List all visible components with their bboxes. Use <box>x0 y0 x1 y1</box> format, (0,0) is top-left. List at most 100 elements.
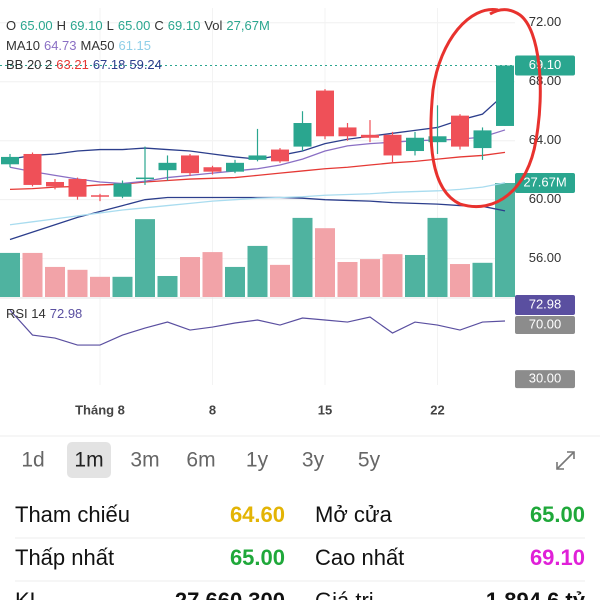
candle-body <box>113 183 132 197</box>
stat-value: 69.10 <box>530 545 585 570</box>
range-button-bg[interactable] <box>67 442 111 478</box>
volume-bar <box>90 276 110 297</box>
range-button[interactable]: 3y <box>302 449 325 472</box>
volume-bar <box>427 217 448 297</box>
candle-body <box>91 195 109 197</box>
candle-body <box>338 127 357 137</box>
legend-row: MA10 64.73 MA50 61.15 <box>6 38 151 53</box>
volume-bar <box>405 254 425 297</box>
candle-body <box>1 156 19 165</box>
stat-label: Cao nhất <box>315 545 404 570</box>
range-button[interactable]: 3m <box>130 449 159 472</box>
range-button[interactable]: 1y <box>246 449 269 472</box>
legend-text: 67.18 <box>93 57 126 72</box>
legend-text: L <box>107 18 114 33</box>
volume-bar <box>360 259 380 297</box>
candle-body <box>68 179 87 197</box>
legend-text: O <box>6 18 16 33</box>
rsi-line <box>9 309 506 346</box>
stat-value: 65.00 <box>230 545 285 570</box>
legend-text: 59.24 <box>129 57 162 72</box>
volume-bar <box>202 252 223 297</box>
candle-body <box>316 90 334 137</box>
candle-body <box>158 162 177 171</box>
y-tick-label: 56.00 <box>529 250 562 265</box>
rsi-tick-label: 30.00 <box>529 371 562 386</box>
y-tick-label: 68.00 <box>529 73 562 88</box>
candle-body <box>226 162 244 172</box>
candle-body <box>181 155 199 174</box>
candle-body <box>406 137 424 152</box>
volume-bar <box>495 183 515 297</box>
volume-bar <box>270 264 290 297</box>
x-tick-label: 22 <box>430 402 444 417</box>
legend-text: 65.00 <box>20 18 53 33</box>
volume-bar <box>112 276 133 297</box>
legend-text: MA50 <box>81 38 115 53</box>
legend-text: BB 20 2 <box>6 57 52 72</box>
expand-icon[interactable] <box>556 451 575 470</box>
rsi-tick-tag <box>515 370 575 389</box>
rsi-tag-label: 72.98 <box>529 296 562 311</box>
indicator-line <box>9 182 506 226</box>
range-button[interactable]: 6m <box>186 449 215 472</box>
legend-text: C <box>154 18 163 33</box>
stat-label: Thấp nhất <box>15 545 114 570</box>
legend-text: 61.15 <box>118 38 151 53</box>
volume-bar <box>22 252 43 297</box>
candle-body <box>23 153 42 185</box>
stat-value: 1,894.6 tỷ <box>486 588 586 600</box>
legend-text: RSI 14 <box>6 306 46 321</box>
volume-bar <box>157 275 178 297</box>
range-button[interactable]: 1d <box>21 449 44 472</box>
legend-text: 27,67M <box>226 18 269 33</box>
x-tick-label: 8 <box>209 402 216 417</box>
legend-text: 72.98 <box>50 306 83 321</box>
volume-bar <box>292 217 313 297</box>
stat-label: Mở cửa <box>315 502 393 527</box>
candle-body <box>428 136 447 143</box>
indicator-line <box>9 151 506 191</box>
volume-tag <box>515 173 575 193</box>
y-tick-label: 60.00 <box>529 191 562 206</box>
volume-bar <box>67 269 88 297</box>
candle-body <box>473 130 492 149</box>
candle-body <box>271 149 289 162</box>
volume-bar <box>382 254 403 297</box>
volume-bar <box>247 245 268 297</box>
x-tick-label: Tháng 8 <box>75 402 125 417</box>
volume-tag-label: 27.67M <box>523 174 566 189</box>
price-tag-label: 69.10 <box>529 57 562 72</box>
candle-body <box>361 134 379 138</box>
candle-body <box>203 167 222 172</box>
legend-text: 64.73 <box>44 38 77 53</box>
volume-bar <box>180 257 200 297</box>
legend-text: 69.10 <box>70 18 103 33</box>
volume-bar <box>450 264 470 297</box>
candle-body <box>136 177 154 180</box>
candle-body <box>451 115 469 147</box>
rsi-legend: RSI 14 72.98 <box>6 306 82 321</box>
legend-text: Vol <box>204 18 222 33</box>
legend-row: O 65.00 H 69.10 L 65.00 C 69.10 Vol 27,67M <box>6 18 270 33</box>
volume-bar <box>225 266 245 297</box>
volume-bar <box>315 228 335 297</box>
range-button[interactable]: 5y <box>358 449 381 472</box>
stat-label: KL <box>15 588 42 600</box>
candle-body <box>46 181 64 187</box>
legend-text: MA10 <box>6 38 40 53</box>
legend-text: 63.21 <box>56 57 89 72</box>
candle-body <box>496 65 514 126</box>
legend-text: H <box>57 18 66 33</box>
volume-bar <box>472 262 493 297</box>
range-button[interactable]: 1m <box>74 449 103 472</box>
y-tick-label: 72.00 <box>529 14 562 29</box>
stat-value: 65.00 <box>530 502 585 527</box>
volume-bar <box>0 252 20 297</box>
candle-body <box>293 123 312 147</box>
rsi-tick-tag <box>515 316 575 335</box>
volume-bar <box>135 219 155 297</box>
controls: 1d 1m 3m 6m 1y 3y 5y Tham chiếu 64.60 Mở cửa 65.00… <box>15 442 586 600</box>
